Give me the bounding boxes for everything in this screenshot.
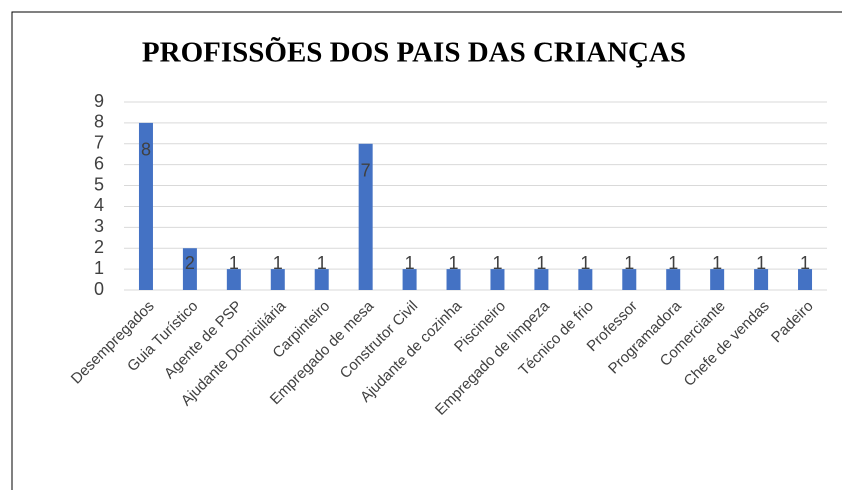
data-label: 1 — [229, 253, 239, 273]
bar — [446, 269, 461, 290]
y-tick-label: 6 — [94, 153, 104, 173]
data-label: 1 — [712, 253, 722, 273]
data-label: 7 — [361, 161, 371, 181]
bar — [798, 269, 813, 290]
data-label: 1 — [800, 253, 810, 273]
bar — [270, 269, 285, 290]
y-tick-label: 4 — [94, 195, 104, 215]
y-tick-label: 0 — [94, 279, 104, 299]
bar — [226, 269, 241, 290]
data-label: 8 — [141, 140, 151, 160]
data-label: 1 — [273, 253, 283, 273]
data-label: 1 — [624, 253, 634, 273]
bar — [182, 248, 197, 290]
data-label: 1 — [756, 253, 766, 273]
data-label: 1 — [405, 253, 415, 273]
data-label: 1 — [668, 253, 678, 273]
bar — [622, 269, 637, 290]
x-tick-label: Agente de PSP — [161, 298, 246, 383]
y-tick-label: 9 — [94, 91, 104, 111]
data-label: 1 — [536, 253, 546, 273]
bar — [138, 122, 153, 290]
y-tick-label: 1 — [94, 258, 104, 278]
bar — [314, 269, 329, 290]
chart-title: PROFISSÕES DOS PAIS DAS CRIANÇAS — [142, 36, 686, 69]
x-tick-label: Padeiro — [768, 298, 817, 347]
y-tick-label: 2 — [94, 237, 104, 257]
bar — [666, 269, 681, 290]
bar — [402, 269, 417, 290]
bar — [710, 269, 725, 290]
data-label: 1 — [449, 253, 459, 273]
bar — [358, 143, 373, 290]
data-label: 1 — [317, 253, 327, 273]
y-tick-label: 5 — [94, 174, 104, 194]
bar — [490, 269, 505, 290]
data-label: 1 — [492, 253, 502, 273]
bar — [754, 269, 769, 290]
data-label: 1 — [580, 253, 590, 273]
y-tick-label: 3 — [94, 216, 104, 236]
bar — [578, 269, 593, 290]
bar — [534, 269, 549, 290]
y-tick-label: 7 — [94, 133, 104, 153]
chart-border — [11, 11, 842, 490]
data-label: 2 — [185, 253, 195, 273]
x-tick-label: Construtor Civil — [337, 298, 422, 383]
y-tick-label: 8 — [94, 112, 104, 132]
